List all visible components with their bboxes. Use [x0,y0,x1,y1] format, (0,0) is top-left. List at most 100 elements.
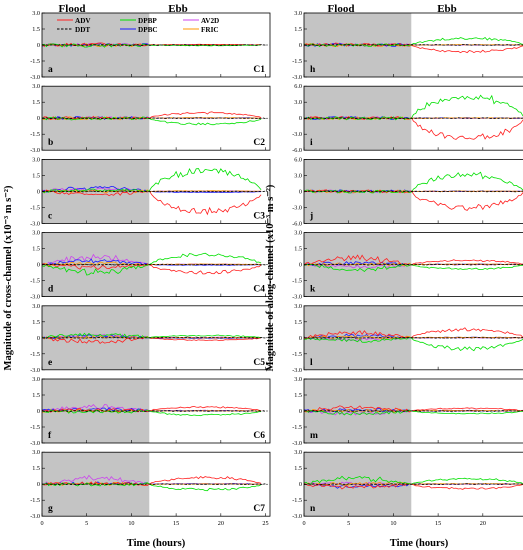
series-ddt-line [42,117,266,120]
panel-l: 3.0 1.5 0 -1.5 -3.0 l [292,303,523,374]
series-ddt-line [42,263,266,266]
series-ddt-line [42,483,266,486]
legend-label: FRIC [201,26,219,34]
series-ddt-line [304,117,523,120]
series-group [304,94,523,140]
series-group [304,254,523,273]
series-adv-line [304,116,523,140]
axis-titles: Magnitude of cross-channel (x10⁻³ m s⁻²)… [3,184,449,549]
series-ddt-line [304,483,523,486]
left-y-axis-title: Magnitude of cross-channel (x10⁻³ m s⁻²) [3,185,14,370]
y-tick-label: 0 [299,115,302,122]
series-group [304,475,523,490]
x-tick-label: 20 [218,520,224,527]
y-tick-label: -3.0 [292,204,302,211]
y-tick-label: -1.5 [292,424,302,431]
panel-a: 3.0 1.5 0 -1.5 -3.0 a C1 [30,10,271,81]
y-tick-label: -3.0 [30,440,40,447]
y-tick-label: -3.0 [292,367,302,374]
panel-g: 3.01.50-1.5-3.00 5 10 15 20 25g C7 [30,449,271,527]
legend: ADV DPBP AV2D DDT DPBC FRIC [57,17,219,34]
legend-item-adv: ADV [57,17,91,25]
series-group [42,42,266,48]
x-tick-label: 25 [262,520,268,527]
x-tick-label: 20 [480,520,486,527]
legend-label: DPBC [138,26,158,34]
panel-letter: a [48,65,53,75]
y-tick-label: -3.0 [30,294,40,301]
series-ddt-line [304,190,523,193]
panel-m: 3.0 1.5 0 -1.5 -3.0 m [292,376,523,447]
series-adv-line [304,405,523,413]
y-tick-label: 0 [37,188,40,195]
y-tick-label: 0 [37,481,40,488]
x-tick-label: 10 [128,520,134,527]
y-tick-label: 1.5 [294,26,302,33]
series-dpbp-line [42,332,262,339]
y-tick-label: 0 [37,115,40,122]
panel-letter: d [48,285,54,295]
y-tick-label: 6.0 [294,156,302,163]
panel-d: 3.0 1.5 0 -1.5 -3.0 d C4 [30,230,271,301]
panel-e: 3.0 1.5 0 -1.5 -3.0 e C5 [30,303,271,374]
panel-i: 6.0 3.0 0 -3.0 -6.0 i [292,83,523,154]
y-tick-label: -3.0 [292,440,302,447]
y-tick-label: -6.0 [292,147,302,154]
station-tag: C5 [253,358,265,368]
y-tick-label: 3.0 [32,303,40,310]
panel-letter: n [310,504,316,514]
series-group [304,405,523,416]
y-tick-label: 3.0 [32,449,40,456]
panel-letter: l [310,358,313,368]
y-tick-label: -1.5 [292,497,302,504]
panel-letter: j [309,211,313,221]
y-tick-label: 0 [299,481,302,488]
x-tick-label: 0 [302,520,305,527]
right-y-axis-title: Magnitude of along-channel (x10⁻³ m s⁻²) [265,184,276,371]
y-tick-label: -1.5 [292,58,302,65]
panels: 3.0 1.5 0 -1.5 -3.0 a C1 3.0 1.5 0 -1.5 -3.0 b C2 3.0 1… [30,10,523,527]
y-tick-label: 1.5 [32,172,40,179]
y-tick-label: 0 [299,262,302,269]
legend-item-dpbp: DPBP [120,17,157,25]
series-fric-line [304,262,523,267]
y-tick-label: 0 [299,42,302,49]
series-group [42,403,266,417]
y-tick-label: 3.0 [294,303,302,310]
y-tick-label: 3.0 [294,376,302,383]
y-tick-label: 1.5 [32,26,40,33]
x-tick-label: 0 [40,520,43,527]
y-tick-label: -1.5 [292,278,302,285]
series-ddt-line [304,263,523,266]
x-tick-label: 15 [435,520,441,527]
y-tick-label: -1.5 [30,424,40,431]
panel-c: 3.0 1.5 0 -1.5 -3.0 c C3 [30,156,271,227]
y-tick-label: 0 [37,262,40,269]
y-tick-label: -3.0 [30,74,40,81]
y-tick-label: 0 [37,42,40,49]
panel-n: 3.01.50-1.5-3.00510152025n [292,449,523,527]
panel-j: 6.0 3.0 0 -3.0 -6.0 j [292,156,523,227]
y-tick-label: -3.0 [292,131,302,138]
x-tick-label: 10 [390,520,396,527]
y-tick-label: -3.0 [292,513,302,520]
y-tick-label: 3.0 [32,376,40,383]
y-tick-label: -1.5 [30,204,40,211]
y-tick-label: 1.5 [294,465,302,472]
y-tick-label: 0 [37,408,40,415]
panel-letter: g [48,504,53,514]
y-tick-label: -3.0 [292,74,302,81]
panel-letter: h [310,65,316,75]
series-group [42,474,266,492]
series-ddt-line [42,336,266,339]
y-tick-label: -1.5 [30,131,40,138]
legend-item-dpbc: DPBC [120,26,158,34]
y-tick-label: 6.0 [294,83,302,90]
panel-letter: c [48,211,52,221]
series-adv-line [42,189,262,216]
series-dpbp-line [304,475,523,485]
series-group [42,332,266,344]
station-tag: C6 [253,431,265,441]
station-tag: C2 [253,138,265,148]
series-dpbp-line [42,482,262,492]
